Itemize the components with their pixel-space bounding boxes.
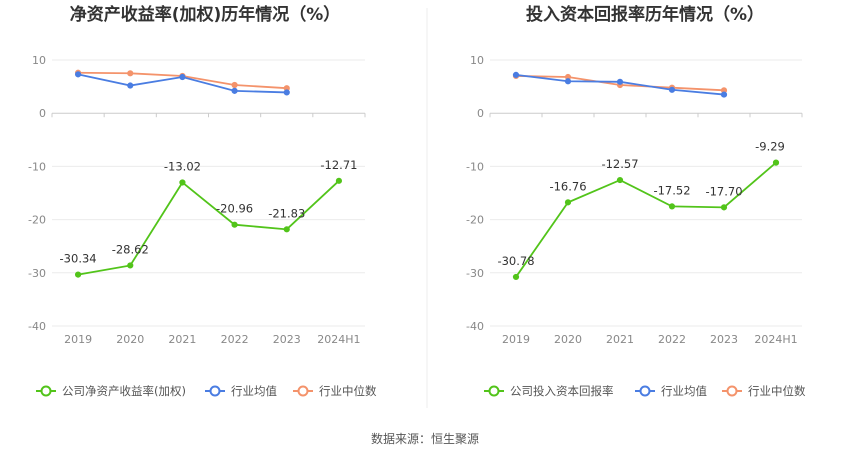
y-tick-label: -40 (28, 320, 46, 333)
legend-item[interactable]: 公司净资产收益率(加权) (36, 384, 186, 398)
legend-marker-icon (488, 385, 500, 397)
y-tick-label: -10 (466, 160, 484, 173)
data-point (127, 82, 134, 89)
data-label: -16.76 (549, 179, 586, 193)
data-point (668, 203, 676, 210)
data-point (283, 89, 290, 96)
data-point (231, 87, 238, 94)
series-line (77, 180, 340, 276)
y-tick-label: -20 (466, 214, 484, 227)
legend-marker-icon (209, 385, 221, 397)
data-label: -9.29 (755, 140, 785, 154)
y-tick-label: -30 (466, 267, 484, 280)
data-label: -12.57 (601, 157, 638, 171)
data-label: -17.70 (705, 184, 742, 198)
data-label: -28.62 (112, 242, 149, 256)
legend-item[interactable]: 行业均值 (635, 384, 707, 398)
data-label: -30.78 (497, 254, 534, 268)
data-label: -30.34 (60, 252, 97, 266)
legend-item[interactable]: 行业中位数 (722, 384, 806, 398)
chart-title: 投入资本回报率历年情况（%） (526, 4, 764, 25)
legend-label: 行业中位数 (748, 384, 806, 398)
data-label: -17.52 (653, 183, 690, 197)
roe-chart-panel: 净资产收益率(加权)历年情况（%） 10 0 -10 -20 -30 -40 2019 2020… (28, 4, 377, 398)
data-point (564, 199, 572, 206)
x-tick-label: 2020 (554, 333, 582, 346)
x-tick-label: 2024H1 (317, 333, 360, 346)
data-point (231, 81, 238, 89)
data-point (179, 179, 186, 186)
data-point (720, 204, 728, 211)
data-point (616, 176, 624, 184)
x-tick-label: 2020 (116, 333, 144, 346)
x-tick-label: 2022 (221, 333, 249, 346)
series-line (515, 161, 777, 278)
data-label: -20.96 (216, 202, 253, 216)
legend-label: 行业均值 (231, 384, 277, 398)
roic-chart-panel: 投入资本回报率历年情况（%） 10 0 -10 -20 -30 -40 2019 2020 202… (466, 4, 806, 398)
data-point (616, 78, 624, 85)
data-source-note: 数据来源：恒生聚源 (371, 431, 479, 446)
x-tick-label: 2021 (168, 333, 196, 346)
data-label: -21.83 (268, 206, 305, 220)
legend-label: 公司净资产收益率(加权) (62, 384, 186, 398)
data-label: -12.71 (320, 158, 357, 172)
x-tick-label: 2021 (606, 333, 634, 346)
x-tick-label: 2022 (658, 333, 686, 346)
data-point (127, 70, 134, 77)
y-tick-label: -40 (466, 320, 484, 333)
legend-item[interactable]: 公司投入资本回报率 (484, 384, 614, 398)
data-point (564, 78, 572, 85)
data-point (668, 86, 676, 93)
data-point (179, 73, 186, 81)
chart-title: 净资产收益率(加权)历年情况（%） (70, 4, 341, 25)
x-tick-label: 2023 (273, 333, 301, 346)
legend-label: 行业均值 (661, 384, 707, 398)
legend-marker-icon (639, 385, 651, 397)
data-point (512, 71, 520, 78)
data-point (74, 71, 82, 78)
legend-item[interactable]: 行业中位数 (293, 384, 377, 398)
y-tick-label: 0 (477, 107, 484, 120)
x-tick-label: 2019 (502, 333, 530, 346)
legend-item[interactable]: 行业均值 (205, 384, 277, 398)
data-point (283, 226, 290, 233)
legend-marker-icon (297, 385, 309, 397)
x-tick-label: 2024H1 (754, 333, 797, 346)
y-tick-label: -30 (28, 267, 46, 280)
data-point (512, 273, 520, 281)
data-point (231, 221, 238, 228)
y-tick-label: -10 (28, 160, 46, 173)
data-point (335, 177, 343, 184)
data-label: -13.02 (164, 159, 201, 173)
y-tick-label: 10 (32, 54, 46, 67)
y-tick-label: 10 (470, 54, 484, 67)
x-tick-label: 2023 (710, 333, 738, 346)
legend-marker-icon (40, 385, 52, 397)
y-tick-label: -20 (28, 214, 46, 227)
data-point (772, 159, 780, 166)
data-point (720, 91, 728, 98)
legend-label: 行业中位数 (319, 384, 377, 398)
legend-marker-icon (726, 385, 738, 397)
x-tick-label: 2019 (64, 333, 92, 346)
legend-label: 公司投入资本回报率 (510, 384, 614, 398)
data-point (127, 262, 134, 269)
data-point (74, 271, 82, 278)
y-tick-label: 0 (39, 107, 46, 120)
